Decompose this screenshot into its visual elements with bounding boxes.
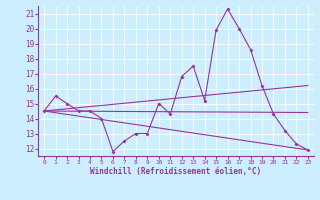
- X-axis label: Windchill (Refroidissement éolien,°C): Windchill (Refroidissement éolien,°C): [91, 167, 261, 176]
